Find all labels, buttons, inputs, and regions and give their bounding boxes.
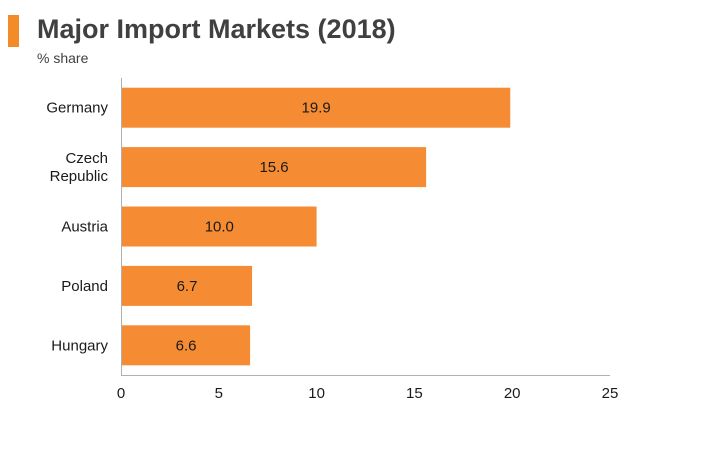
x-tick-label-4: 20	[504, 385, 521, 402]
chart-subtitle: % share	[37, 50, 89, 66]
x-tick-label-5: 25	[602, 385, 619, 402]
x-tick-label-0: 0	[117, 385, 125, 402]
category-label-0: Germany	[46, 100, 108, 117]
value-label-4: 6.6	[176, 337, 197, 354]
chart-title: Major Import Markets (2018)	[37, 14, 396, 44]
bar-4	[122, 325, 251, 366]
bar-3	[122, 265, 253, 306]
category-label-1: Czech Republic	[50, 150, 109, 185]
value-label-1: 15.6	[259, 159, 288, 176]
x-tick-label-3: 15	[406, 385, 423, 402]
category-label-2: Austria	[61, 219, 108, 236]
bar-1	[122, 147, 427, 188]
title-accent-bar	[8, 15, 19, 47]
value-label-0: 19.9	[302, 100, 331, 117]
value-label-3: 6.7	[177, 278, 198, 295]
x-tick-label-1: 5	[215, 385, 223, 402]
category-label-4: Hungary	[51, 337, 108, 354]
category-label-3: Poland	[61, 278, 108, 295]
x-tick-label-2: 10	[308, 385, 325, 402]
value-label-2: 10.0	[205, 219, 234, 236]
bar-0	[122, 87, 511, 128]
bar-2	[122, 206, 317, 247]
